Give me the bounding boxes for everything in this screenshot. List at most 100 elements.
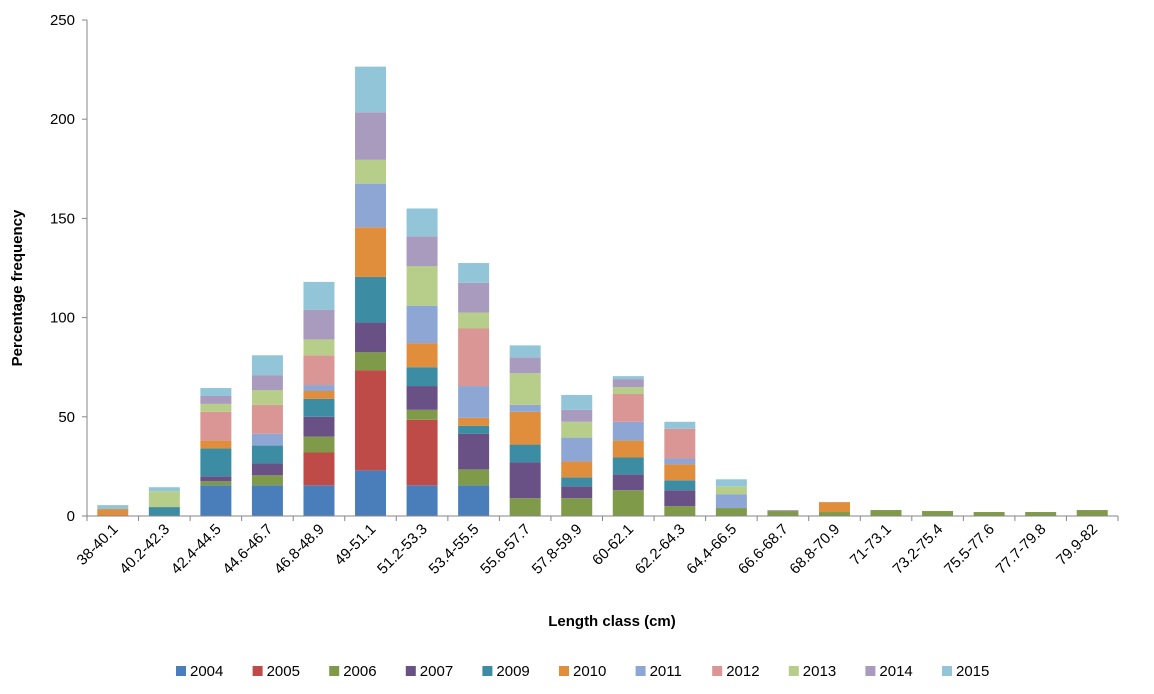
x-tick-label: 75.5-77.6 bbox=[941, 521, 998, 578]
x-tick-label: 60-62.1 bbox=[589, 521, 637, 569]
bar-segment-2013 bbox=[509, 373, 541, 405]
bar-segment-2004 bbox=[355, 470, 387, 516]
legend-swatch bbox=[788, 666, 799, 676]
x-tick-label: 57.8-59.9 bbox=[529, 521, 586, 578]
x-tick-label: 55.6-57.7 bbox=[477, 521, 534, 578]
bar-segment-2009 bbox=[406, 367, 438, 387]
legend-swatch bbox=[712, 666, 723, 676]
bar-segment-2007 bbox=[251, 463, 283, 476]
bar-segment-2010 bbox=[355, 227, 387, 277]
x-tick-label: 62.2-64.3 bbox=[632, 521, 689, 578]
y-tick-label: 100 bbox=[50, 310, 75, 327]
bar-segment-2012 bbox=[200, 411, 232, 441]
bar-segment-2009 bbox=[303, 398, 335, 417]
bar-segment-2011 bbox=[406, 305, 438, 344]
legend-label: 2007 bbox=[420, 663, 453, 680]
bar-segment-2013 bbox=[406, 266, 438, 306]
bar-segment-2014 bbox=[200, 395, 232, 404]
bar-segment-2009 bbox=[509, 444, 541, 463]
legend-label: 2013 bbox=[803, 663, 836, 680]
legend-swatch bbox=[942, 666, 952, 676]
x-axis-title: Length class (cm) bbox=[548, 613, 676, 630]
bar-segment-2014 bbox=[406, 236, 438, 267]
bar-segment-2010 bbox=[406, 343, 438, 368]
bar-segment-2005 bbox=[355, 370, 387, 471]
legend-label: 2015 bbox=[956, 663, 989, 680]
bar-segment-2006 bbox=[355, 352, 387, 371]
bar-segment-2007 bbox=[458, 433, 490, 470]
bar-segment-2010 bbox=[509, 411, 541, 445]
legend-label: 2005 bbox=[267, 663, 300, 680]
bar-segment-2006 bbox=[1025, 512, 1057, 516]
bar-segment-2006 bbox=[818, 512, 850, 516]
x-axis-ticks: 38-40.140.2-42.342.4-44.544.6-46.746.8-4… bbox=[74, 516, 1119, 578]
y-tick-label: 0 bbox=[67, 508, 75, 525]
legend-label: 2010 bbox=[573, 663, 606, 680]
legend-label: 2004 bbox=[190, 663, 223, 680]
bar-segment-2015 bbox=[200, 388, 232, 396]
bar-segment-2013 bbox=[715, 486, 747, 495]
legend-label: 2009 bbox=[496, 663, 529, 680]
bar-segment-2010 bbox=[818, 502, 850, 513]
x-tick-label: 73.2-75.4 bbox=[890, 521, 947, 578]
bar-segment-2007 bbox=[355, 322, 387, 353]
bar-segment-2006 bbox=[200, 481, 232, 486]
bar-segment-2010 bbox=[458, 417, 490, 426]
legend-swatch bbox=[405, 666, 416, 676]
x-tick-label: 42.4-44.5 bbox=[168, 521, 225, 578]
bar-segment-2004 bbox=[251, 485, 283, 516]
bar-segment-2006 bbox=[251, 475, 283, 486]
bar-segment-2010 bbox=[664, 464, 696, 481]
bar-segment-2011 bbox=[303, 385, 335, 392]
bar-segment-2015 bbox=[509, 345, 541, 358]
bar-segment-2006 bbox=[922, 511, 954, 516]
bar-segment-2012 bbox=[251, 404, 283, 434]
bar-segment-2013 bbox=[612, 387, 644, 394]
bar-segment-2015 bbox=[355, 66, 387, 113]
bar-segment-2014 bbox=[303, 309, 335, 340]
bar-segment-2006 bbox=[406, 409, 438, 420]
bar-segment-2012 bbox=[458, 328, 490, 387]
bar-segment-2013 bbox=[458, 312, 490, 329]
bars-layer bbox=[97, 66, 1108, 516]
legend-label: 2014 bbox=[879, 663, 912, 680]
legend-label: 2006 bbox=[343, 663, 376, 680]
legend-swatch bbox=[252, 666, 263, 676]
bar-segment-2013 bbox=[303, 339, 335, 356]
bar-segment-2013 bbox=[200, 403, 232, 412]
x-tick-label: 71-73.1 bbox=[847, 521, 895, 569]
x-tick-label: 49-51.1 bbox=[331, 521, 379, 569]
y-tick-label: 50 bbox=[58, 409, 75, 426]
bar-segment-2006 bbox=[870, 510, 902, 516]
bar-segment-2015 bbox=[612, 376, 644, 380]
y-tick-label: 150 bbox=[50, 210, 75, 227]
bar-segment-2014 bbox=[561, 409, 593, 422]
legend-swatch bbox=[176, 666, 186, 676]
bar-segment-2014 bbox=[612, 379, 644, 388]
bar-segment-2009 bbox=[355, 276, 387, 323]
y-tick-label: 250 bbox=[50, 12, 75, 29]
bar-segment-2014 bbox=[355, 112, 387, 160]
x-tick-label: 64.4-66.5 bbox=[683, 521, 740, 578]
bar-segment-2009 bbox=[200, 448, 232, 477]
bar-segment-2004 bbox=[303, 485, 335, 516]
bar-segment-2006 bbox=[561, 498, 593, 516]
bar-segment-2010 bbox=[200, 440, 232, 449]
bar-segment-2013 bbox=[355, 159, 387, 184]
bar-segment-2012 bbox=[612, 393, 644, 422]
x-tick-label: 77.7-79.8 bbox=[993, 521, 1050, 578]
legend-swatch bbox=[865, 666, 876, 676]
bar-segment-2015 bbox=[148, 487, 180, 492]
bar-segment-2006 bbox=[1076, 510, 1108, 516]
bar-segment-2012 bbox=[303, 355, 335, 386]
y-tick-label: 200 bbox=[50, 111, 75, 128]
bar-segment-2007 bbox=[561, 486, 593, 499]
x-tick-label: 44.6-46.7 bbox=[219, 521, 276, 578]
bar-segment-2015 bbox=[303, 281, 335, 310]
bar-segment-2006 bbox=[303, 436, 335, 453]
bar-segment-2011 bbox=[612, 421, 644, 441]
legend-swatch bbox=[482, 666, 493, 676]
legend-swatch bbox=[329, 666, 340, 676]
bar-segment-2010 bbox=[561, 461, 593, 478]
